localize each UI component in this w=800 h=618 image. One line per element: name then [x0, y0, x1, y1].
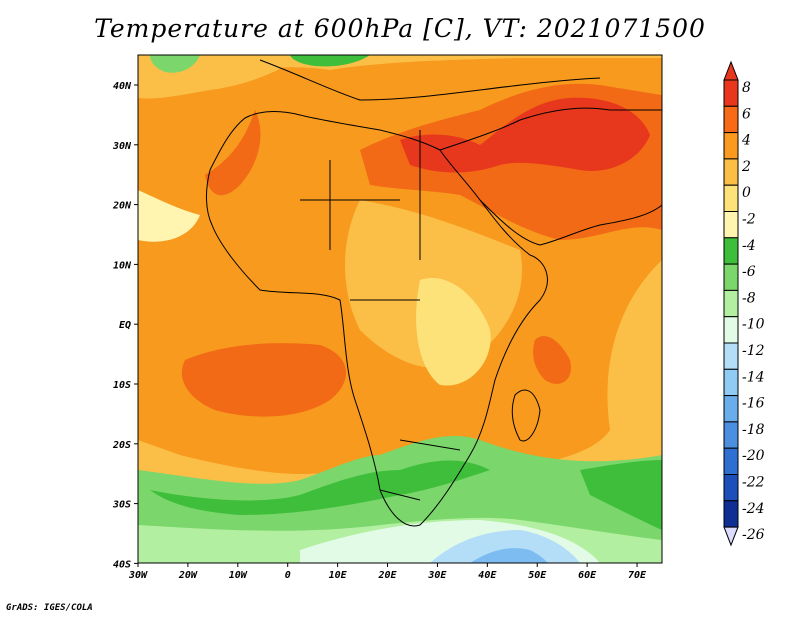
colorbar-label: -20 — [742, 448, 765, 464]
y-tick-label: 20N — [112, 201, 132, 212]
colorbar-label: -6 — [742, 264, 756, 280]
x-tick-label: 30E — [427, 570, 447, 581]
x-tick-label: 70E — [628, 570, 647, 581]
colorbar-swatch — [723, 132, 739, 160]
colorbar-swatch — [723, 158, 739, 186]
map-frame — [137, 54, 663, 564]
colorbar-label: -18 — [742, 422, 765, 438]
field-blue2 — [470, 548, 548, 563]
chart-title: Temperature at 600hPa [C], VT: 202107150… — [94, 14, 706, 43]
colorbar-swatch — [723, 447, 739, 476]
colorbar-swatch — [723, 237, 739, 265]
y-tick-label: 30N — [112, 141, 132, 152]
colorbar-swatch — [723, 105, 739, 134]
colorbar-top-arrow — [723, 60, 739, 81]
x-tick-label: 10W — [229, 570, 248, 581]
colorbar-label: 8 — [742, 80, 751, 96]
y-axis: 40N 30N 20N 10N EQ 10S 20S 30S 40S — [112, 81, 138, 570]
y-tick-label: 10S — [113, 380, 131, 391]
colorbar: 8 6 4 2 0 -2 -4 -6 -8 -10 -12 -14 -16 -18 -20 -22 -24 -26 — [723, 60, 765, 547]
field-green-europe — [290, 55, 370, 67]
colorbar-label: -16 — [742, 396, 765, 412]
field-atlantic-6 — [181, 343, 347, 417]
field-blue — [430, 530, 580, 563]
colorbar-swatch — [723, 500, 739, 528]
colorbar-label: -22 — [742, 475, 765, 491]
colorbar-label: 4 — [741, 133, 751, 149]
field-red-8 — [400, 97, 650, 173]
y-tick-label: 40N — [113, 81, 132, 92]
x-tick-label: 60E — [578, 570, 597, 581]
x-axis: 30W 20W 10W 0 10E 20E 30E 40E 50E 60E 70E — [128, 563, 647, 581]
x-tick-label: 30W — [128, 570, 148, 581]
y-tick-label: 30S — [112, 500, 131, 511]
colorbar-label: -12 — [742, 343, 765, 359]
colorbar-label: -26 — [742, 527, 765, 543]
colorbar-label: -14 — [742, 369, 765, 385]
field-yellow-m2 — [138, 190, 200, 242]
colorbar-swatch — [723, 79, 739, 107]
y-tick-label: 20S — [112, 440, 131, 451]
y-tick-label: EQ — [119, 320, 131, 331]
field-yellow-0 — [416, 278, 491, 386]
field-green-nw — [150, 55, 200, 73]
colorbar-swatch — [723, 395, 739, 423]
colorbar-swatch — [723, 474, 739, 502]
x-tick-label: 50E — [528, 570, 547, 581]
field-green-m4 — [150, 460, 490, 515]
colorbar-swatch — [723, 316, 739, 344]
colorbar-swatch — [723, 263, 739, 291]
colorbar-swatch — [723, 342, 739, 370]
colorbar-swatch — [723, 368, 739, 397]
field-red-west — [205, 110, 261, 196]
coastlines — [206, 59, 662, 527]
x-tick-label: 10E — [329, 570, 348, 581]
colorbar-label: -2 — [742, 212, 756, 228]
x-tick-label: 20E — [377, 570, 397, 581]
colorbar-swatch — [723, 289, 739, 318]
colorbar-label: 2 — [741, 159, 751, 175]
x-tick-label: 20W — [178, 570, 198, 581]
colorbar-label: -4 — [742, 238, 756, 254]
colorbar-bottom-arrow — [723, 526, 739, 547]
colorbar-label: -24 — [742, 501, 765, 517]
y-tick-label: 40S — [113, 559, 131, 570]
colorbar-label: 0 — [742, 185, 751, 201]
colorbar-swatch — [723, 421, 739, 449]
colorbar-label: -8 — [742, 290, 756, 306]
footer-credit: GrADS: IGES/COLA — [6, 603, 93, 613]
field-indian-6 — [533, 336, 571, 384]
colorbar-label: 6 — [742, 106, 751, 122]
x-tick-label: 0 — [285, 570, 291, 581]
colorbar-label: -10 — [742, 317, 765, 333]
colorbar-swatch — [723, 184, 739, 212]
x-tick-label: 40E — [478, 570, 497, 581]
y-tick-label: 10N — [113, 260, 132, 271]
map-area — [138, 55, 662, 563]
colorbar-swatch — [723, 211, 739, 239]
field-green-m4b — [580, 460, 662, 530]
